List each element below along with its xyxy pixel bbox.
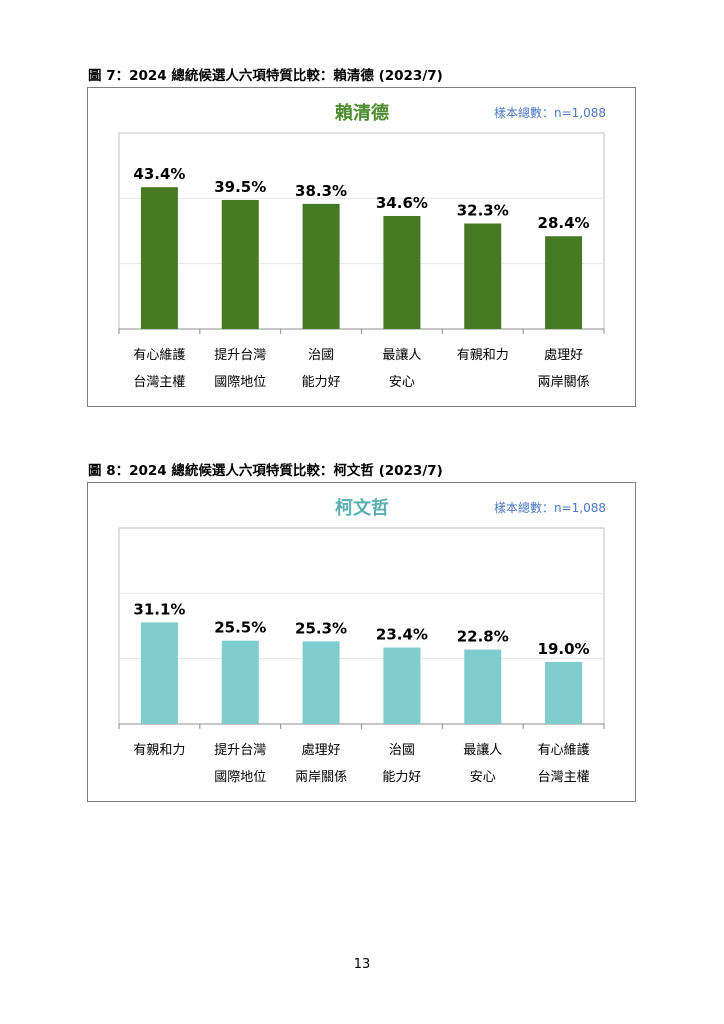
plot-area — [118, 132, 605, 330]
bar — [383, 647, 421, 724]
data-label: 34.6% — [376, 194, 428, 212]
caption-text: 總統候選人六項特質比較：賴清德 — [166, 68, 379, 84]
plot-area — [118, 527, 605, 725]
caption-label: 圖 7：2024 — [88, 68, 167, 84]
data-label: 32.3% — [457, 201, 509, 219]
data-label: 38.3% — [295, 182, 347, 200]
data-label: 28.4% — [538, 214, 590, 232]
category-label: 提升台灣 — [214, 742, 266, 758]
bar — [302, 203, 340, 329]
chart-title: 柯文哲 — [335, 497, 389, 519]
data-label: 19.0% — [538, 640, 590, 658]
figure-caption: 圖 8：2024 總統候選人六項特質比較：柯文哲 (2023/7) — [88, 459, 443, 479]
category-label: 治國 — [389, 743, 415, 758]
category-label: 處理好 — [302, 743, 341, 758]
data-label: 43.4% — [133, 165, 185, 183]
category-label: 台灣主權 — [133, 375, 185, 390]
bar — [140, 187, 178, 329]
bar — [383, 215, 421, 329]
sample-size-label: 樣本總數：n=1,088 — [494, 500, 606, 515]
category-label: 安心 — [389, 375, 415, 390]
bar — [545, 236, 583, 329]
data-label: 39.5% — [214, 178, 266, 196]
category-label: 最讓人 — [382, 347, 421, 363]
chart-frame: 柯文哲 樣本總數：n=1,088 31.1% 有親和力 25.5% 提升台灣國際地位 25.… — [87, 482, 636, 802]
bar — [221, 640, 259, 724]
category-label: 有心維護 — [538, 742, 590, 758]
chart-title: 賴清德 — [335, 102, 389, 124]
bar — [464, 223, 502, 329]
data-label: 31.1% — [133, 600, 185, 618]
caption-date: (2023/7) — [378, 68, 443, 84]
bar — [302, 641, 340, 724]
bar — [221, 199, 259, 329]
category-label: 兩岸關係 — [295, 770, 347, 785]
category-label: 安心 — [470, 770, 496, 785]
category-label: 能力好 — [302, 375, 341, 390]
category-label: 有親和力 — [133, 743, 185, 758]
caption-date: (2023/7) — [378, 463, 443, 479]
category-label: 兩岸關係 — [538, 375, 590, 390]
figure-caption: 圖 7：2024 總統候選人六項特質比較：賴清德 (2023/7) — [88, 64, 443, 84]
category-label: 治國 — [308, 348, 334, 363]
category-label: 台灣主權 — [538, 770, 590, 785]
bar — [140, 622, 178, 724]
data-label: 23.4% — [376, 626, 428, 644]
category-label: 處理好 — [544, 348, 583, 363]
category-label: 國際地位 — [214, 770, 266, 785]
category-label: 能力好 — [382, 770, 421, 785]
sample-size-label: 樣本總數：n=1,088 — [494, 105, 606, 120]
caption-label: 圖 8：2024 — [88, 463, 167, 479]
category-label: 有心維護 — [133, 347, 185, 363]
data-label: 25.3% — [295, 619, 347, 637]
bar — [464, 649, 502, 724]
category-label: 有親和力 — [457, 348, 509, 363]
caption-text: 總統候選人六項特質比較：柯文哲 — [166, 463, 379, 479]
category-label: 提升台灣 — [214, 347, 266, 363]
data-label: 25.5% — [214, 619, 266, 637]
category-label: 最讓人 — [463, 742, 502, 758]
chart-frame: 賴清德 樣本總數：n=1,088 43.4% 有心維護台灣主權 39.5% 提升台灣國際地… — [87, 87, 636, 407]
data-label: 22.8% — [457, 628, 509, 646]
category-label: 國際地位 — [214, 375, 266, 390]
page-number: 13 — [353, 957, 371, 972]
bar — [545, 661, 583, 724]
